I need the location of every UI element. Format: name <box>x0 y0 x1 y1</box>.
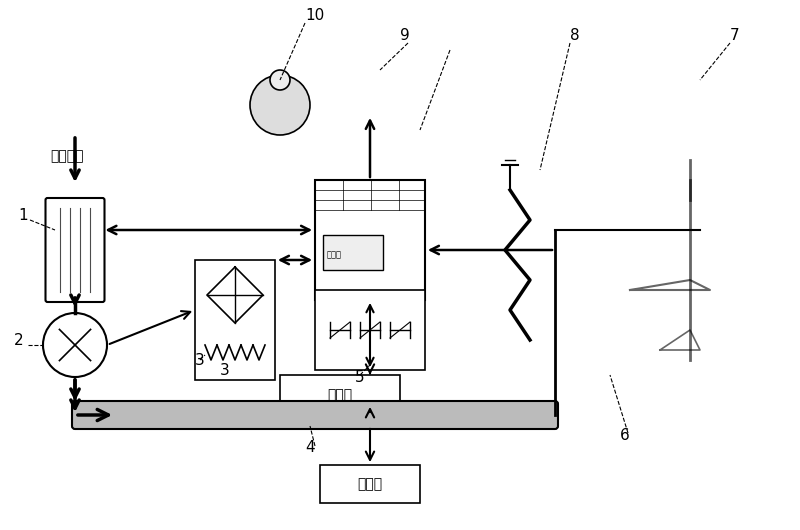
Text: 6: 6 <box>620 428 630 443</box>
Text: 1: 1 <box>18 208 28 223</box>
Bar <box>280 375 400 415</box>
FancyBboxPatch shape <box>72 401 558 429</box>
Bar <box>315 180 425 210</box>
Text: 5: 5 <box>355 370 365 385</box>
Bar <box>195 260 275 380</box>
Text: 传感器: 传感器 <box>358 477 382 491</box>
Text: 2: 2 <box>14 333 24 348</box>
Bar <box>320 465 420 503</box>
Circle shape <box>270 70 290 90</box>
FancyBboxPatch shape <box>46 198 105 302</box>
Text: 10: 10 <box>305 8 324 23</box>
Text: 3: 3 <box>220 363 230 378</box>
Text: 3: 3 <box>195 353 205 368</box>
Circle shape <box>250 75 310 135</box>
Text: 气动阀: 气动阀 <box>327 388 353 402</box>
Bar <box>323 235 383 270</box>
Text: 空气补给: 空气补给 <box>50 149 83 163</box>
Text: 8: 8 <box>570 28 580 43</box>
Circle shape <box>43 313 107 377</box>
Text: 7: 7 <box>730 28 740 43</box>
Text: 4: 4 <box>305 440 314 455</box>
Text: 9: 9 <box>400 28 410 43</box>
Bar <box>315 290 425 370</box>
Bar <box>315 180 425 300</box>
Text: 计算机: 计算机 <box>327 250 342 259</box>
